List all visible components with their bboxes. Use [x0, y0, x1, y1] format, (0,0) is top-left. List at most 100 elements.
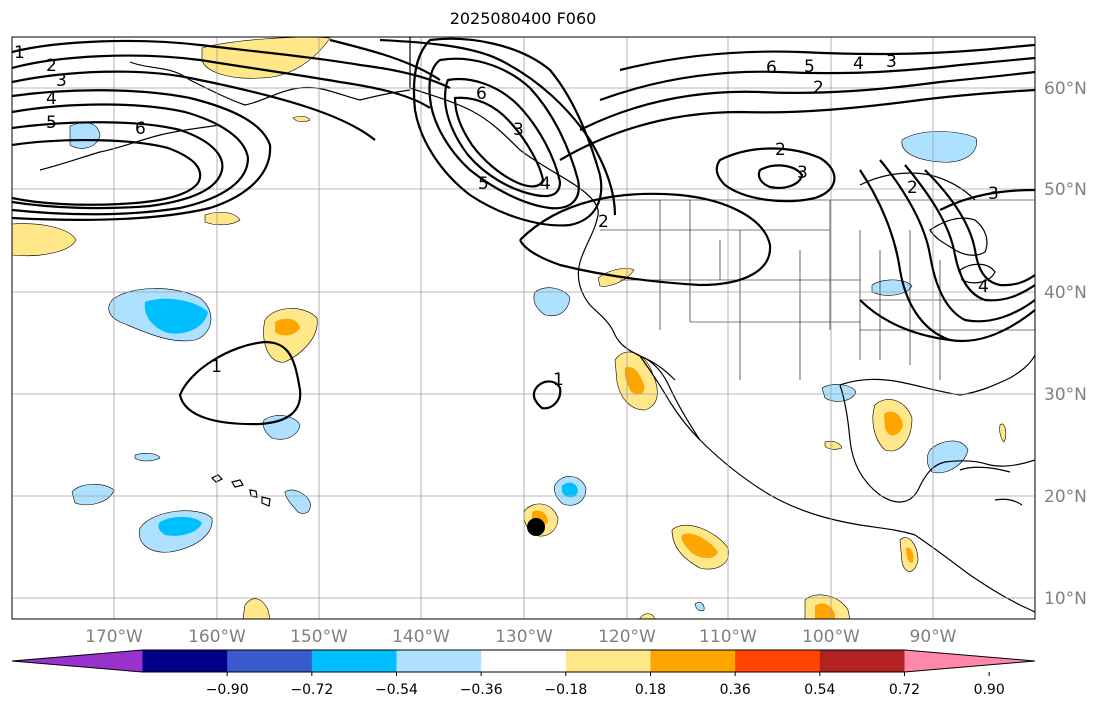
contour-label: 3	[56, 71, 67, 91]
contour-label: 1	[14, 43, 25, 63]
strong-negative-anomaly-region	[562, 482, 578, 498]
coastline	[839, 354, 1035, 396]
longitude-label: 120°W	[598, 627, 656, 647]
contour-label: 3	[988, 184, 999, 204]
longitude-label: 90°W	[910, 627, 957, 647]
latitude-label: 30°N	[1044, 385, 1087, 405]
map-frame	[11, 36, 1036, 620]
longitude-label: 140°W	[392, 627, 450, 647]
longitude-label: 170°W	[85, 627, 143, 647]
contour-label: 2	[46, 56, 57, 76]
colorbar-segment	[396, 650, 482, 672]
colorbar-segment	[819, 650, 905, 672]
contour-label: 6	[135, 119, 146, 139]
latitude-label: 50°N	[1044, 180, 1087, 200]
coastline	[959, 466, 1011, 473]
contour-line	[12, 54, 431, 109]
coastline	[914, 534, 1035, 613]
contour-label: 4	[540, 174, 551, 194]
colorbar-tick-label: 0.36	[720, 682, 751, 698]
contour-line	[428, 57, 580, 210]
strong-positive-anomaly-region	[906, 547, 914, 563]
colorbar: −0.90 −0.72 −0.54 −0.36 −0.18 0.18 0.36 0.54 0.7…	[11, 649, 1036, 698]
contour-line	[12, 39, 451, 89]
colorbar-extend-max	[904, 650, 1035, 672]
colorbar-outline	[11, 649, 1036, 673]
contour-label: 4	[46, 89, 57, 109]
colorbar-tick-label: −0.54	[375, 682, 418, 698]
colorbar-tick-label: 0.54	[804, 682, 835, 698]
positive-anomaly-region	[597, 268, 635, 287]
colorbar-segment	[227, 650, 313, 672]
contour-line	[412, 37, 603, 227]
contour-line	[453, 96, 545, 188]
coastline	[839, 384, 1035, 503]
strong-positive-anomaly-region	[624, 366, 645, 395]
strong-positive-anomaly-region	[815, 603, 835, 619]
contour-line	[519, 192, 772, 287]
coastline	[959, 263, 996, 284]
latitude-label: 10°N	[1044, 589, 1087, 609]
contour-line	[559, 88, 1035, 161]
colorbar-tick-label: 0.18	[635, 682, 666, 698]
negative-anomaly-region	[694, 602, 705, 612]
strong-negative-anomaly-region	[158, 516, 202, 536]
strong-positive-anomaly-region	[884, 411, 903, 436]
longitude-label: 110°W	[699, 627, 757, 647]
contour-line	[12, 121, 224, 210]
contour-label: 5	[478, 174, 489, 194]
coastline	[994, 498, 1023, 506]
storm-center-marker	[527, 518, 545, 536]
colorbar-segment	[565, 650, 651, 672]
contour-line	[579, 70, 1035, 131]
graticule	[12, 37, 1035, 619]
contour-label: 2	[813, 78, 824, 98]
contour-label: 6	[476, 84, 487, 104]
contour-label: 4	[978, 277, 989, 297]
coastline	[39, 124, 221, 171]
contour-line	[619, 43, 1035, 72]
longitude-label: 130°W	[495, 627, 553, 647]
contour-line	[859, 299, 951, 342]
colorbar-extend-min	[12, 650, 143, 672]
contour-line	[12, 70, 376, 141]
strong-positive-anomaly-region	[681, 533, 718, 559]
negative-anomaly-region	[533, 287, 571, 317]
colorbar-segment	[735, 650, 821, 672]
contours	[12, 37, 1035, 426]
positive-anomaly-region	[999, 423, 1007, 443]
positive-anomaly-region	[824, 440, 843, 450]
latitude-label: 60°N	[1044, 79, 1087, 99]
positive-anomaly-region	[639, 613, 656, 619]
contour-label: 2	[775, 140, 786, 160]
positive-anomaly-region	[204, 211, 241, 226]
contour-line	[904, 164, 1035, 302]
contour-label: 6	[766, 58, 777, 78]
contour-line	[12, 89, 272, 221]
contour-label: 4	[853, 54, 864, 74]
latitude-label: 40°N	[1044, 283, 1087, 303]
positive-anomaly-region	[242, 598, 271, 619]
longitude-label: 160°W	[188, 627, 246, 647]
colorbar-tick-label: −0.36	[460, 682, 503, 698]
contour-label: 5	[804, 57, 815, 77]
colorbar-segment	[481, 650, 567, 672]
contour-line	[443, 78, 562, 198]
contour-line	[329, 38, 441, 81]
positive-anomaly-region	[292, 115, 311, 123]
strong-positive-anomaly-region	[275, 318, 300, 336]
positive-anomaly-region	[201, 37, 331, 79]
anomaly-shading	[12, 37, 1007, 619]
longitude-axis: 170°W 160°W 150°W 140°W 130°W 120°W 110°…	[85, 627, 957, 647]
colorbar-tick-label: 0.72	[889, 682, 920, 698]
contour-label: 1	[553, 370, 564, 390]
negative-anomaly-region	[901, 131, 977, 163]
contour-label: 3	[513, 120, 524, 140]
contour-label: 2	[598, 212, 609, 232]
colorbar-tick-label: −0.72	[290, 682, 333, 698]
state-borders	[598, 199, 1035, 380]
map-title: 2025080400 F060	[449, 9, 597, 28]
coastline	[261, 496, 271, 507]
contour-line	[599, 56, 1035, 102]
